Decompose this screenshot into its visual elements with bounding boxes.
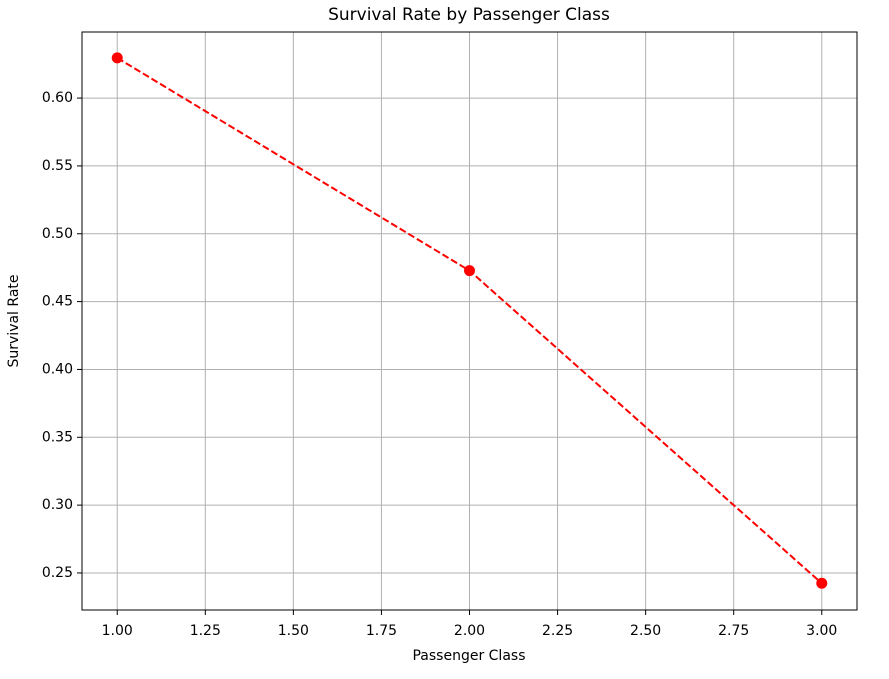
- x-tick-label: 1.00: [102, 623, 133, 639]
- y-tick-label: 0.55: [42, 158, 73, 174]
- y-tick-label: 0.60: [42, 90, 73, 106]
- y-tick-label: 0.35: [42, 429, 73, 445]
- x-tick-label: 3.00: [806, 623, 837, 639]
- y-tick-label: 0.40: [42, 361, 73, 377]
- chart-title: Survival Rate by Passenger Class: [328, 5, 610, 25]
- data-point: [464, 265, 475, 277]
- y-tick-label: 0.30: [42, 497, 73, 513]
- y-tick-label: 0.45: [42, 294, 73, 310]
- x-tick-label: 1.50: [278, 623, 309, 639]
- y-tick-label: 0.25: [42, 565, 73, 581]
- plot-frame: [81, 31, 858, 611]
- x-tick-label: 2.50: [630, 623, 661, 639]
- x-tick-label: 1.25: [190, 623, 221, 639]
- x-axis-label: Passenger Class: [412, 648, 525, 664]
- x-tick-label: 1.75: [366, 623, 397, 639]
- y-tick-label: 0.50: [42, 226, 73, 242]
- x-tick-label: 2.25: [542, 623, 573, 639]
- x-tick-label: 2.00: [454, 623, 485, 639]
- data-point: [816, 577, 828, 589]
- x-tick-label: 2.75: [718, 623, 749, 639]
- y-axis-label: Survival Rate: [6, 275, 22, 368]
- data-point: [111, 52, 123, 64]
